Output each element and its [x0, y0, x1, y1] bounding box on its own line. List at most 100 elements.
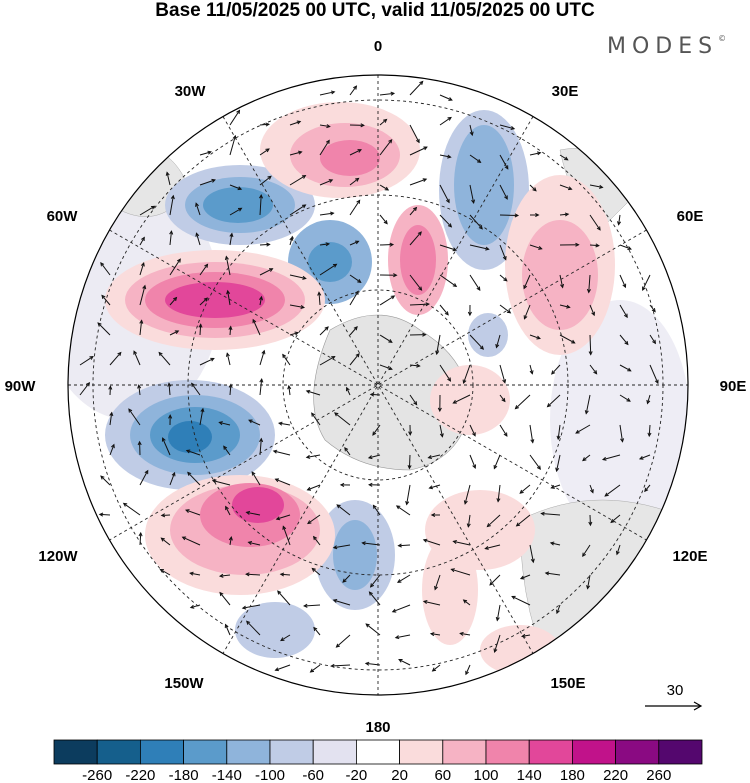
wind-vector-arrow — [369, 574, 381, 588]
wind-vector-arrow — [589, 184, 604, 189]
wind-vector-arrow — [289, 236, 294, 246]
wind-vector-arrow — [379, 118, 388, 126]
lon-label-90e: 90E — [720, 378, 747, 395]
copyright-mark: © — [718, 34, 727, 43]
wind-vector-arrow — [582, 544, 591, 558]
colorbar-swatch — [442, 739, 487, 765]
australia-landmass — [519, 499, 688, 691]
wind-vector-arrow — [499, 424, 508, 437]
wind-vector-arrow — [187, 471, 201, 486]
wind-vector-arrow — [379, 273, 398, 278]
wind-vector-arrow — [282, 353, 291, 366]
wind-vector-arrow — [275, 514, 291, 521]
wind-vector-arrow — [228, 383, 233, 396]
wind-vector-arrow — [469, 124, 474, 137]
wind-vector-arrow — [395, 505, 411, 516]
wind-vector-arrow — [319, 124, 331, 129]
wind-vector-arrow — [615, 544, 621, 556]
wind-vector-arrow — [247, 540, 261, 546]
wind-vector-arrow — [139, 469, 149, 486]
wind-vector-arrow — [319, 263, 338, 276]
wind-vector-arrow — [452, 394, 471, 404]
wind-vector-arrow — [79, 355, 94, 366]
wind-vector-arrow — [199, 178, 216, 186]
wind-vector-arrow — [372, 424, 381, 436]
wind-vector-arrow — [469, 454, 477, 469]
wind-vector-arrow — [199, 407, 205, 426]
wind-vector-arrow — [169, 330, 180, 336]
wind-vector-arrow — [646, 394, 651, 405]
wind-vector-arrow — [349, 240, 360, 246]
colorbar-swatch — [399, 739, 444, 765]
lon-label-120w: 120W — [38, 548, 78, 565]
wind-vector-arrow — [589, 304, 595, 317]
wind-vector-arrow — [439, 94, 453, 101]
wind-vector-arrow — [224, 255, 231, 276]
meridian — [222, 116, 534, 654]
wind-vector-arrow — [189, 604, 201, 609]
wind-vector-arrow — [189, 571, 201, 576]
wind-vector-arrow — [139, 261, 145, 276]
wind-vector-arrow — [546, 394, 561, 408]
anomaly-region — [320, 140, 380, 176]
wind-vector-arrow — [109, 411, 114, 426]
anomaly-region — [468, 313, 508, 357]
wind-vector-arrow — [259, 194, 264, 216]
wind-vector-arrow — [101, 294, 111, 306]
colorbar-tick-label: 180 — [560, 767, 585, 783]
wind-vector-arrow — [306, 484, 321, 491]
wind-vector-arrow — [495, 334, 501, 349]
wind-vector-arrow — [289, 304, 306, 309]
wind-vector-arrow — [398, 658, 411, 666]
wind-vector-arrow — [523, 304, 531, 320]
colorbar-swatch — [355, 739, 400, 765]
wind-vector-arrow — [185, 449, 201, 456]
wind-vector-arrow — [98, 512, 111, 517]
wind-vectors — [79, 80, 659, 676]
wind-vector-arrow — [228, 536, 233, 546]
wind-vector-arrow — [246, 620, 261, 636]
wind-vector-arrow — [169, 230, 174, 246]
anomaly-region — [203, 187, 273, 223]
wind-vector-arrow — [499, 244, 507, 261]
wind-vector-arrow — [469, 184, 476, 205]
wind-vector-arrow — [617, 214, 622, 226]
wind-vector-arrow — [529, 424, 535, 444]
wind-vector-arrow — [559, 154, 569, 161]
wind-vector-arrow — [199, 297, 209, 306]
wind-vector-arrow — [334, 412, 351, 426]
wind-vector-arrow — [409, 124, 420, 144]
wind-vector-arrow — [515, 514, 531, 527]
meridian — [109, 229, 647, 541]
wind-vector-arrow — [282, 525, 291, 546]
wind-vector-arrow — [259, 349, 266, 366]
wind-vector-arrow — [559, 334, 576, 344]
wind-vector-arrow — [469, 274, 481, 291]
wind-vector-arrow — [100, 475, 111, 486]
wind-vector-arrow — [259, 122, 270, 127]
wind-vector-arrow — [319, 242, 331, 247]
colorbar-swatch — [485, 739, 530, 765]
wind-vector-arrow — [405, 484, 411, 506]
wind-vector-arrow — [133, 350, 141, 366]
map-disc — [68, 75, 688, 695]
wind-vector-arrow — [467, 304, 472, 317]
wind-vector-arrow — [128, 408, 141, 426]
wind-vector-arrow — [349, 290, 359, 306]
wind-vector-arrow — [575, 424, 591, 434]
wind-vector-arrow — [529, 544, 535, 564]
wind-vector-arrow — [191, 382, 201, 396]
wind-vector-arrow — [391, 604, 411, 613]
wind-vector-arrow — [229, 207, 243, 216]
wind-vector-arrow — [379, 184, 390, 191]
wind-vector-arrow — [589, 484, 594, 494]
wind-vector-arrow — [169, 194, 175, 216]
wind-vector-arrow — [610, 514, 621, 524]
colorbar-swatch — [615, 739, 660, 765]
wind-vector-arrow — [259, 295, 264, 306]
wind-vector-arrow — [551, 364, 561, 375]
brand-name: MODES — [607, 34, 719, 59]
wind-vector-arrow — [394, 634, 411, 640]
wind-vector-arrow — [342, 574, 351, 583]
wind-vector-arrow — [619, 334, 629, 346]
